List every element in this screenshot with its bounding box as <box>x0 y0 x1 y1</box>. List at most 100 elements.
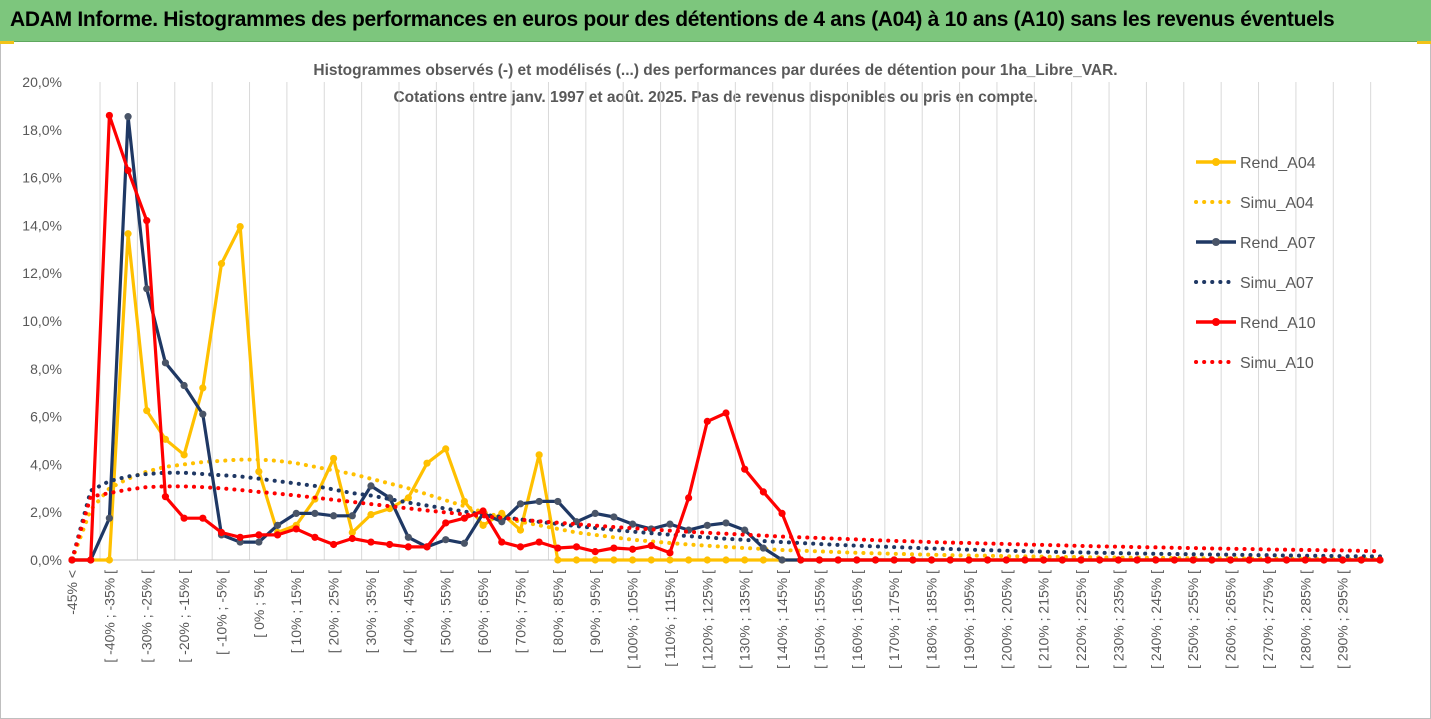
data-point <box>255 531 263 539</box>
data-point <box>666 520 674 528</box>
data-point <box>161 493 170 501</box>
chart-title: Histogrammes observés (-) et modélisés (… <box>313 62 1118 79</box>
data-point <box>180 514 188 522</box>
data-point <box>759 556 767 564</box>
data-point <box>1264 556 1272 564</box>
x-tick-label: [ 210% ; 215% [ <box>1036 570 1052 669</box>
report-banner: ADAM Informe. Histogrammes des performan… <box>0 0 1431 42</box>
series-Simu_A04 <box>70 457 1382 562</box>
data-point <box>1282 556 1291 564</box>
x-tick-label: [ 20% ; 25% [ <box>326 570 342 653</box>
corner-mark-right <box>1417 41 1431 44</box>
data-point <box>871 556 880 564</box>
data-point <box>1077 556 1085 564</box>
data-point <box>1301 556 1309 564</box>
data-point <box>591 548 599 556</box>
data-point <box>442 536 450 544</box>
legend-label: Rend_A07 <box>1240 235 1316 252</box>
data-point <box>105 111 113 120</box>
y-tick-label: 8,0% <box>30 361 62 377</box>
data-point <box>311 533 319 541</box>
x-tick-label: [ 60% ; 65% [ <box>475 570 491 653</box>
data-point <box>741 465 749 473</box>
x-tick-label: [ 240% ; 245% [ <box>1148 570 1164 669</box>
data-point <box>554 544 562 552</box>
data-point <box>330 512 338 520</box>
data-point <box>946 556 954 564</box>
data-point <box>292 509 300 517</box>
series-Rend_A10 <box>68 111 1384 564</box>
data-point <box>442 445 450 453</box>
series-Simu_A07 <box>70 470 1382 562</box>
data-point <box>927 556 936 564</box>
y-tick-label: 12,0% <box>22 265 62 281</box>
x-tick-label: [ 290% ; 295% [ <box>1335 570 1351 669</box>
legend-marker <box>1212 318 1220 326</box>
data-point <box>348 528 356 537</box>
series-Rend_A04 <box>68 222 1384 564</box>
y-tick-label: 4,0% <box>30 456 62 472</box>
data-point <box>330 454 338 463</box>
data-point <box>105 556 113 564</box>
data-point <box>199 410 207 418</box>
data-point <box>610 513 618 521</box>
x-tick-label: [ 180% ; 185% [ <box>924 570 940 669</box>
data-point <box>759 544 767 552</box>
x-tick-label: -45% < <box>64 570 80 615</box>
y-tick-label: 16,0% <box>22 170 62 186</box>
data-point <box>460 514 468 522</box>
data-point <box>1021 556 1029 564</box>
data-point <box>909 556 917 564</box>
data-point <box>442 519 450 527</box>
x-tick-label: [ 130% ; 135% [ <box>737 570 753 669</box>
data-point <box>330 540 338 549</box>
legend-marker <box>1212 158 1220 166</box>
x-tick-label: [ 0% ; 5% [ <box>251 570 267 638</box>
data-point <box>479 507 487 515</box>
data-point <box>535 451 543 459</box>
data-point <box>1376 556 1384 564</box>
data-point <box>685 494 693 502</box>
data-point <box>105 514 113 522</box>
y-tick-label: 18,0% <box>22 122 62 138</box>
series-line <box>70 484 1382 562</box>
corner-mark-left <box>0 41 14 44</box>
data-point <box>1058 556 1066 564</box>
data-point <box>273 531 282 539</box>
data-point <box>1226 556 1235 564</box>
data-point <box>460 539 468 547</box>
data-point <box>666 549 674 557</box>
y-tick-label: 14,0% <box>22 217 62 233</box>
data-point <box>834 556 842 564</box>
legend-label: Simu_A10 <box>1240 355 1314 372</box>
data-point <box>1096 556 1104 564</box>
series-Simu_A10 <box>70 484 1382 562</box>
x-tick-label: [ 260% ; 265% [ <box>1223 570 1239 669</box>
x-tick-label: [ 110% ; 115% [ <box>662 570 678 667</box>
data-point <box>348 534 356 543</box>
x-tick-label: [ 150% ; 155% [ <box>811 570 827 669</box>
data-point <box>423 543 431 551</box>
data-point <box>404 543 412 551</box>
data-point <box>1357 556 1365 564</box>
series-layer <box>68 111 1384 564</box>
data-point <box>516 500 525 508</box>
data-point <box>236 533 244 541</box>
data-point <box>722 519 730 527</box>
data-point <box>273 521 282 529</box>
data-point <box>965 556 973 564</box>
y-tick-label: 0,0% <box>30 552 62 568</box>
data-point <box>1208 556 1216 564</box>
data-point <box>199 384 207 392</box>
data-point <box>1152 556 1160 564</box>
data-point <box>516 526 525 534</box>
axis-layer: 0,0% 2,0% 4,0% 6,0% 8,0% 10,0% 12,0% 14,0% 16,0%… <box>22 74 1380 669</box>
legend-item-Simu_A10: Simu_A10 <box>1194 355 1314 372</box>
x-tick-label: [ 70% ; 75% [ <box>512 570 528 653</box>
data-point <box>890 556 898 564</box>
x-tick-label: [ 120% ; 125% [ <box>699 570 715 669</box>
data-point <box>815 556 824 564</box>
data-point <box>423 459 431 467</box>
data-point <box>124 230 132 238</box>
